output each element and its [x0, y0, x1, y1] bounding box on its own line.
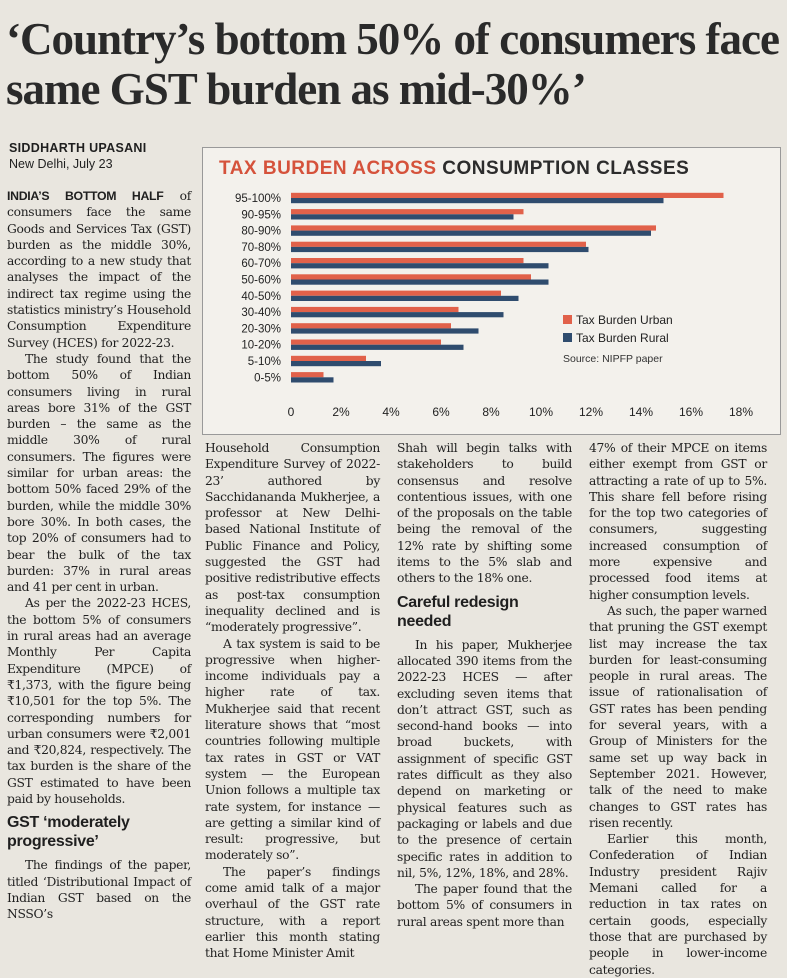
bar-rural: [291, 328, 479, 334]
x-tick-label: 2%: [332, 405, 350, 419]
bar-urban: [291, 274, 531, 280]
byline: SIDDHARTH UPASANI New Delhi, July 23: [9, 140, 147, 172]
y-tick-label: 80-90%: [241, 226, 281, 238]
x-tick-label: 6%: [432, 405, 450, 419]
headline: ‘Country’s bottom 50% of consumers face …: [6, 14, 780, 114]
x-tick-label: 10%: [529, 405, 553, 419]
paragraph: Earlier this month, Confederation of Ind…: [589, 832, 767, 977]
y-tick-label: 70-80%: [241, 242, 281, 254]
paragraph: Household Consumption Expenditure Survey…: [205, 441, 380, 635]
subheading: GST ‘moderately progressive’: [7, 814, 130, 851]
article-column-2: Household Consumption Expenditure Survey…: [205, 440, 380, 962]
bar-urban: [291, 225, 656, 231]
y-tick-label: 95-100%: [235, 193, 281, 205]
bar-rural: [291, 263, 549, 269]
paragraph: 47% of their MPCE on items either exempt…: [589, 441, 767, 602]
article-column-1: INDIA’S BOTTOM HALF of consumers face th…: [7, 188, 191, 922]
bar-urban: [291, 258, 524, 264]
x-tick-label: 18%: [729, 405, 753, 419]
article-column-4: 47% of their MPCE on items either exempt…: [589, 440, 767, 978]
chart-title: TAX BURDEN ACROSS CONSUMPTION CLASSES: [219, 158, 689, 180]
y-tick-label: 90-95%: [241, 209, 281, 221]
chart-title-accent: TAX BURDEN ACROSS: [219, 158, 437, 179]
bar-urban: [291, 306, 459, 313]
dateline: New Delhi, July 23: [9, 157, 113, 171]
x-tick-label: 12%: [579, 405, 603, 419]
paragraph: INDIA’S BOTTOM HALF of consumers face th…: [7, 188, 191, 351]
paragraph: As such, the paper warned that pruning t…: [589, 603, 767, 830]
chart-title-rest: CONSUMPTION CLASSES: [442, 158, 690, 179]
paragraph: Shah will begin talks with stakeholders …: [397, 441, 572, 586]
bar-urban: [291, 192, 724, 198]
bar-rural: [291, 214, 514, 220]
bar-rural: [291, 295, 519, 301]
paragraph: As per the 2022-23 HCES, the bottom 5% o…: [7, 596, 191, 806]
paragraph: The paper’s findings come amid talk of a…: [205, 864, 380, 961]
x-tick-label: 14%: [629, 405, 653, 419]
paragraph: The study found that the bottom 50% of I…: [7, 351, 191, 595]
paragraph: A tax system is said to be progressive w…: [205, 636, 380, 863]
y-tick-label: 10-20%: [241, 340, 281, 352]
bar-rural: [291, 198, 664, 204]
paragraph-text: of consumers face the same Goods and Ser…: [7, 189, 191, 350]
legend-swatch-urban: [563, 315, 572, 324]
subheading: Careful redesign needed: [397, 593, 519, 630]
bar-urban: [291, 290, 501, 296]
legend-label-urban: Tax Burden Urban: [576, 313, 673, 327]
chart-source: Source: NIPFP paper: [563, 353, 663, 365]
bar-rural: [291, 377, 334, 383]
legend-label-rural: Tax Burden Rural: [576, 331, 669, 345]
paragraph: The paper found that the bottom 5% of co…: [397, 882, 572, 929]
article-column-3: Shah will begin talks with stakeholders …: [397, 440, 572, 930]
bar-urban: [291, 372, 324, 378]
bar-rural: [291, 246, 589, 253]
paragraph: The findings of the paper, titled ‘Distr…: [7, 858, 191, 922]
y-tick-label: 20-30%: [241, 323, 281, 335]
bar-urban: [291, 323, 451, 329]
x-tick-label: 16%: [679, 405, 703, 419]
x-tick-label: 4%: [382, 405, 400, 419]
paragraph: In his paper, Mukherjee allocated 390 it…: [397, 637, 572, 880]
bar-urban: [291, 339, 441, 345]
y-tick-label: 60-70%: [241, 258, 281, 270]
y-tick-label: 0-5%: [254, 372, 281, 384]
bar-urban: [291, 209, 524, 215]
y-tick-label: 40-50%: [241, 291, 281, 303]
y-tick-label: 5-10%: [248, 356, 281, 368]
bar-rural: [291, 279, 549, 285]
author-name: SIDDHARTH UPASANI: [9, 141, 147, 155]
y-tick-label: 50-60%: [241, 275, 281, 287]
chart-panel: TAX BURDEN ACROSS CONSUMPTION CLASSES 95…: [202, 147, 781, 435]
x-tick-label: 8%: [482, 405, 500, 419]
bar-rural: [291, 312, 504, 318]
y-tick-label: 30-40%: [241, 307, 281, 319]
lead-in: INDIA’S BOTTOM HALF: [7, 189, 164, 203]
bar-chart: 95-100% 90-95% 80-90% 70-80% 60-70% 50-60% 40-…: [235, 192, 753, 419]
bar-rural: [291, 344, 464, 350]
bar-rural: [291, 361, 381, 367]
x-tick-label: 0: [288, 405, 295, 419]
bar-urban: [291, 241, 586, 247]
bar-urban: [291, 355, 366, 361]
legend-swatch-rural: [563, 333, 572, 342]
bar-rural: [291, 230, 651, 236]
